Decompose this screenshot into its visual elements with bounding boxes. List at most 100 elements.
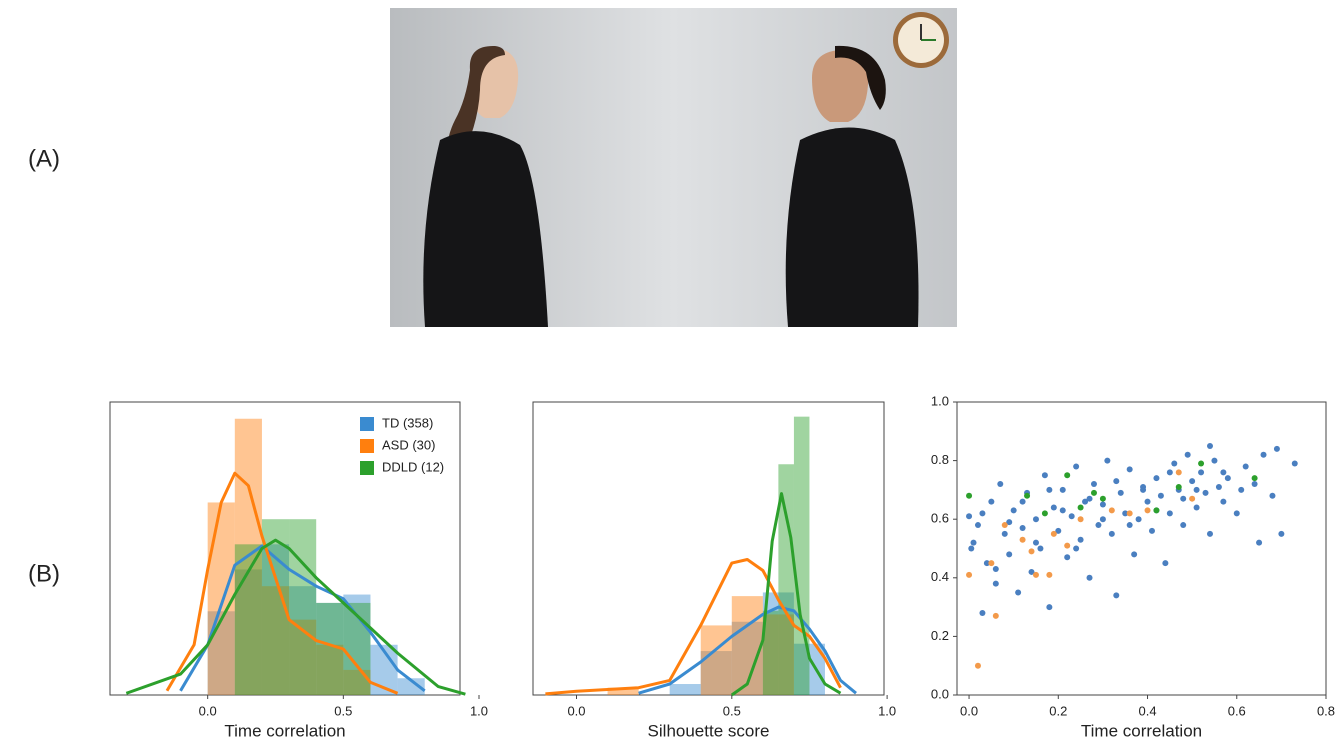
scatter-point	[966, 572, 972, 578]
scatter-point	[1095, 522, 1101, 528]
scatter-point	[1162, 560, 1168, 566]
scatter-point	[1073, 463, 1079, 469]
scatter-point	[1029, 548, 1035, 554]
scatter-point	[1064, 472, 1070, 478]
scatter-point	[1020, 499, 1026, 505]
scatter-point	[1046, 487, 1052, 493]
scatter-point	[1252, 475, 1258, 481]
scatter-point	[1243, 463, 1249, 469]
panel-label: (B)	[28, 560, 60, 587]
scatter-point	[1042, 472, 1048, 478]
scatter-point	[1176, 484, 1182, 490]
scatter-point	[1194, 504, 1200, 510]
scatter-point	[1100, 496, 1106, 502]
x-tick-label: 0.5	[334, 703, 352, 718]
chart: 0.00.51.0Silhouette score	[533, 402, 896, 740]
scatter-point	[975, 522, 981, 528]
scatter-point	[1109, 507, 1115, 513]
scatter-point	[1145, 507, 1151, 513]
scatter-point	[1269, 493, 1275, 499]
scatter-point	[1113, 478, 1119, 484]
scatter-point	[1171, 461, 1177, 467]
scatter-point	[1033, 540, 1039, 546]
x-tick-label: 0.0	[567, 703, 585, 718]
scatter-point	[971, 540, 977, 546]
histogram-bar	[289, 519, 316, 695]
x-axis-label: Silhouette score	[648, 721, 770, 740]
scatter-point	[1104, 458, 1110, 464]
scatter-point	[979, 610, 985, 616]
scatter-point	[1078, 516, 1084, 522]
scatter-point	[1020, 525, 1026, 531]
scatter-point	[1136, 516, 1142, 522]
scatter-point	[1024, 493, 1030, 499]
figure: (A) (B) 0.00.51.0Time correlationTD (358…	[0, 0, 1335, 742]
scatter-point	[1274, 446, 1280, 452]
scatter-point	[1238, 487, 1244, 493]
legend-swatch	[360, 461, 374, 475]
scatter-point	[1261, 452, 1267, 458]
x-tick-label: 0.2	[1049, 703, 1067, 718]
scatter-point	[1064, 543, 1070, 549]
y-tick-label: 1.0	[931, 393, 949, 408]
scatter-point	[1015, 589, 1021, 595]
scatter-point	[968, 546, 974, 552]
x-tick-label: 0.0	[960, 703, 978, 718]
scatter-point	[1060, 507, 1066, 513]
y-tick-label: 0.8	[931, 452, 949, 467]
scatter-point	[1194, 487, 1200, 493]
scatter-point	[1167, 469, 1173, 475]
scatter-point	[1020, 537, 1026, 543]
legend-label: DDLD (12)	[382, 459, 444, 474]
scatter-point	[1225, 475, 1231, 481]
scatter-point	[1006, 551, 1012, 557]
scatter-point	[1207, 443, 1213, 449]
scatter-point	[1158, 493, 1164, 499]
plot-frame	[957, 402, 1326, 695]
y-tick-label: 0.0	[931, 686, 949, 701]
scatter-point	[993, 613, 999, 619]
scatter-point	[1176, 469, 1182, 475]
scatter-point	[997, 481, 1003, 487]
clock	[893, 12, 949, 68]
scatter-point	[1127, 510, 1133, 516]
scatter-point	[1189, 496, 1195, 502]
scatter-point	[993, 581, 999, 587]
scatter-point	[1127, 466, 1133, 472]
scatter-point	[1078, 504, 1084, 510]
scatter-point	[988, 560, 994, 566]
scatter-point	[1078, 537, 1084, 543]
y-tick-label: 0.4	[931, 569, 949, 584]
scatter-point	[1180, 496, 1186, 502]
scatter-point	[993, 566, 999, 572]
scatter-point	[1153, 475, 1159, 481]
scatter-point	[1189, 478, 1195, 484]
scatter-point	[966, 493, 972, 499]
legend-label: TD (358)	[382, 415, 433, 430]
x-tick-label: 0.4	[1138, 703, 1156, 718]
scatter-point	[1037, 546, 1043, 552]
y-tick-label: 0.6	[931, 511, 949, 526]
scatter-point	[1091, 490, 1097, 496]
scatter-point	[1198, 461, 1204, 467]
scatter-point	[1211, 458, 1217, 464]
scatter-point	[1180, 522, 1186, 528]
scatter-point	[1051, 504, 1057, 510]
legend-swatch	[360, 417, 374, 431]
scatter-point	[1131, 551, 1137, 557]
scatter-point	[1207, 531, 1213, 537]
panel-label: (A)	[28, 145, 60, 172]
scatter-point	[1033, 572, 1039, 578]
scatter-point	[1051, 531, 1057, 537]
scatter-point	[979, 510, 985, 516]
scatter-point	[1109, 531, 1115, 537]
histogram-bar	[701, 625, 732, 695]
scatter-point	[1198, 469, 1204, 475]
scatter-point	[988, 499, 994, 505]
scatter-point	[966, 513, 972, 519]
scatter-point	[1149, 528, 1155, 534]
scatter-point	[1256, 540, 1262, 546]
scatter-point	[1073, 546, 1079, 552]
x-tick-label: 0.5	[723, 703, 741, 718]
x-tick-label: 1.0	[470, 703, 488, 718]
